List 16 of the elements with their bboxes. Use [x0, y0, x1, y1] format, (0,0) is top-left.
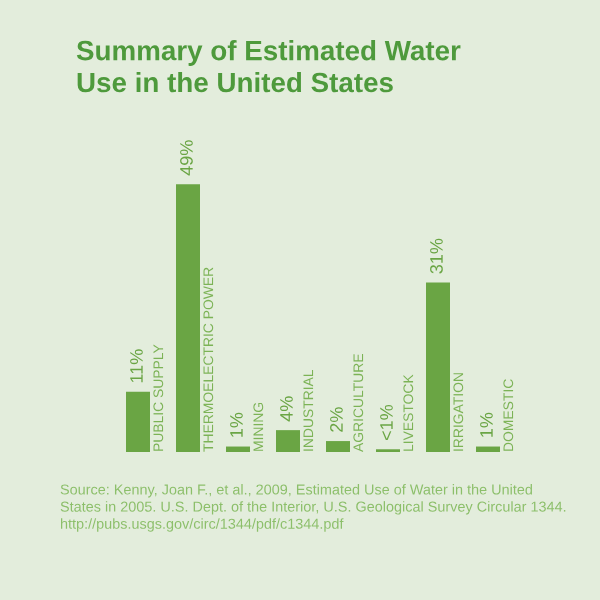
data-label: 49%: [180, 140, 193, 176]
bar: [176, 184, 200, 452]
bar: [426, 282, 450, 452]
chart-title: Summary of Estimated Water Use in the United States: [76, 40, 461, 93]
data-label: 1%: [230, 412, 243, 437]
bar: [126, 391, 150, 452]
bar: [476, 446, 500, 452]
data-label: 1%: [480, 412, 493, 437]
bar: [226, 446, 250, 452]
data-label: <1%: [380, 404, 393, 441]
data-label: 4%: [280, 396, 293, 422]
bar: [326, 441, 350, 452]
data-label: 11%: [130, 349, 143, 383]
bar: [276, 430, 300, 452]
data-label: 2%: [330, 407, 343, 432]
data-label: 31%: [430, 238, 443, 274]
